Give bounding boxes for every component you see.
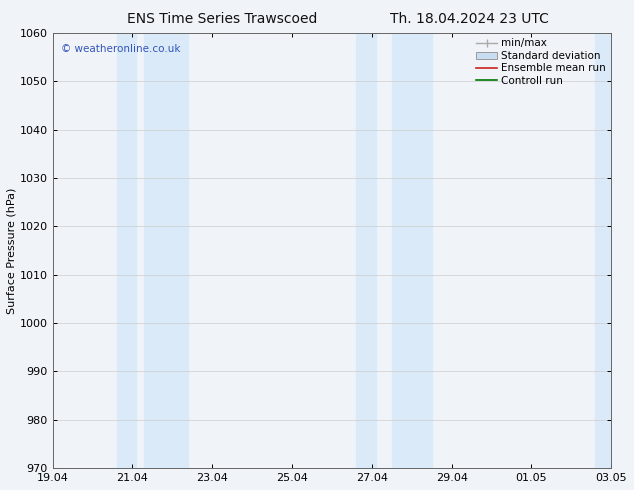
Bar — [356, 33, 376, 468]
Bar — [392, 33, 432, 468]
Bar — [595, 33, 611, 468]
Y-axis label: Surface Pressure (hPa): Surface Pressure (hPa) — [7, 187, 17, 314]
Bar — [117, 33, 136, 468]
Text: © weatheronline.co.uk: © weatheronline.co.uk — [61, 44, 181, 54]
Bar — [145, 33, 188, 468]
Text: Th. 18.04.2024 23 UTC: Th. 18.04.2024 23 UTC — [390, 12, 548, 26]
Text: ENS Time Series Trawscoed: ENS Time Series Trawscoed — [127, 12, 317, 26]
Legend: min/max, Standard deviation, Ensemble mean run, Controll run: min/max, Standard deviation, Ensemble me… — [474, 36, 608, 88]
